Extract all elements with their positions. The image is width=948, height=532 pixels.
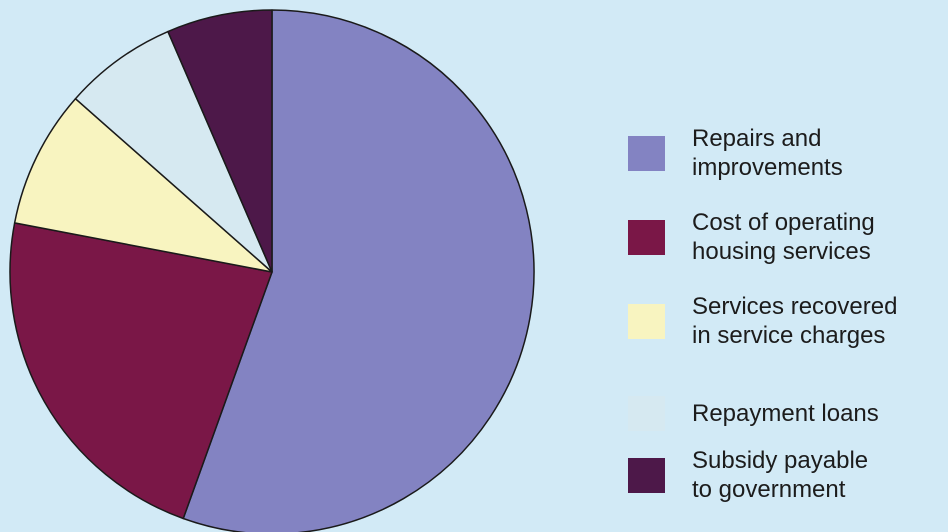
legend-swatch-repayment-loans (628, 396, 665, 431)
legend-label-services-recovered: Services recovered in service charges (692, 293, 898, 349)
legend-item-services-recovered: Services recovered in service charges (628, 292, 948, 350)
legend-item-repayment-loans: Repayment loans (628, 396, 948, 431)
legend-item-repairs: Repairs and improvements (628, 124, 948, 182)
legend-label-repayment-loans: Repayment loans (692, 400, 879, 427)
legend-swatch-subsidy (628, 457, 665, 493)
pie-slices (9, 9, 535, 532)
pie-slice-repayment-loans (74, 30, 273, 273)
pie-slice-operating-cost (9, 222, 273, 520)
pie-slice-repairs (182, 9, 535, 532)
legend-item-subsidy: Subsidy payable to government (628, 446, 948, 504)
legend-swatch-repairs (628, 135, 665, 171)
legend-label-operating-cost: Cost of operating housing services (692, 209, 875, 265)
legend-item-operating-cost: Cost of operating housing services (628, 208, 948, 266)
legend-swatch-operating-cost (628, 219, 665, 255)
legend-swatch-services-recovered (628, 303, 665, 339)
legend-label-subsidy: Subsidy payable to government (692, 447, 869, 503)
pie-slice-subsidy (167, 9, 273, 273)
legend-label-repairs: Repairs and improvements (692, 125, 843, 181)
pie-slice-services-recovered (13, 97, 273, 273)
